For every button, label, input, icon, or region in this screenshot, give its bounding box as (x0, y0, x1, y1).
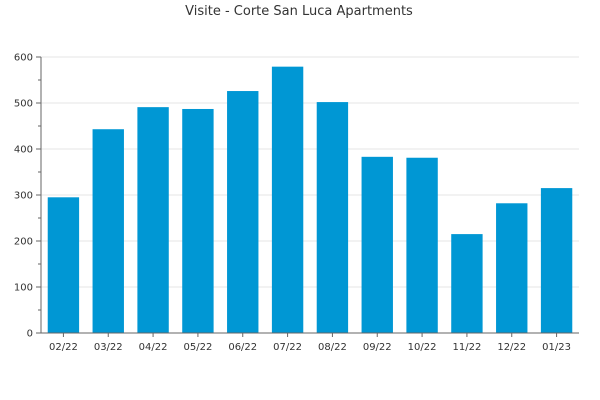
y-tick-label: 500 (14, 99, 33, 110)
x-tick-label: 08/22 (318, 342, 347, 353)
x-tick-label: 05/22 (184, 342, 213, 353)
grid-lines (41, 56, 579, 288)
bar (271, 66, 304, 333)
x-tick-label: 03/22 (94, 342, 123, 353)
bar (496, 203, 528, 333)
x-tick-label: 12/22 (497, 342, 526, 353)
axes (36, 56, 579, 337)
y-tick-label: 400 (14, 145, 33, 156)
bar (540, 188, 573, 333)
chart-title: Visite - Corte San Luca Apartments (185, 4, 413, 19)
bar (137, 107, 169, 333)
x-tick-label: 11/22 (453, 342, 482, 353)
y-tick-label: 100 (14, 283, 33, 294)
y-tick-label: 300 (14, 191, 33, 202)
x-tick-label: 10/22 (408, 342, 437, 353)
bar (227, 91, 259, 333)
bar (182, 108, 214, 333)
x-tick-label: 09/22 (363, 342, 392, 353)
bar (316, 102, 349, 333)
bar (47, 197, 80, 333)
x-tick-label: 06/22 (228, 342, 257, 353)
bar (451, 234, 483, 333)
x-tick-label: 02/22 (49, 342, 78, 353)
bar (406, 157, 438, 333)
x-tick-label: 04/22 (139, 342, 168, 353)
y-tick-label: 200 (14, 237, 33, 248)
y-tick-label: 600 (14, 53, 33, 64)
tick-labels: 0 100 200 300 400 500 600 02/22 03/22 04/22 05/22 0… (14, 53, 571, 354)
y-tick-label: 0 (27, 329, 33, 340)
bar (92, 129, 124, 333)
bars (47, 66, 573, 333)
x-tick-label: 01/23 (542, 342, 571, 353)
bar (361, 156, 393, 333)
x-tick-label: 07/22 (273, 342, 302, 353)
